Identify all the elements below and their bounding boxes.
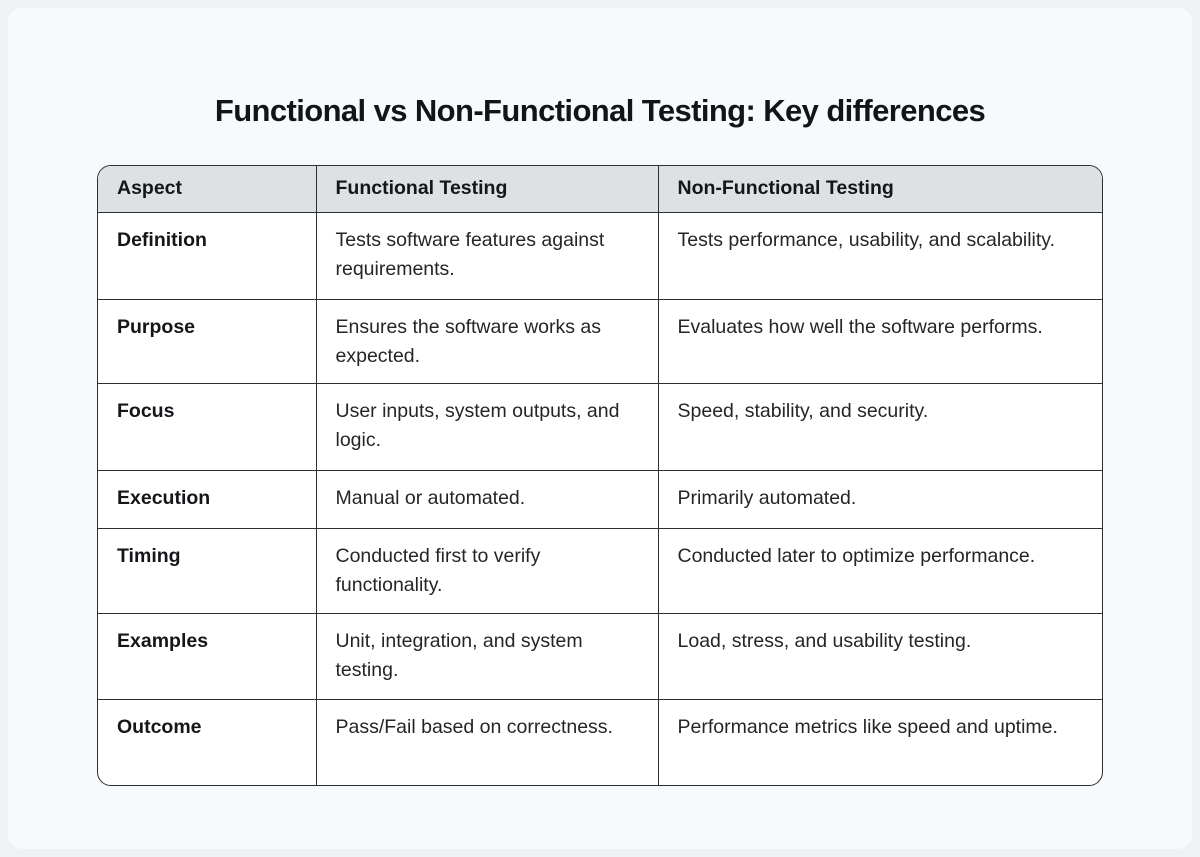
comparison-table: Aspect Functional Testing Non-Functional…	[97, 165, 1103, 786]
non-functional-value: Primarily automated.	[657, 469, 1102, 529]
aspect-label: Focus	[98, 382, 317, 471]
header-row: Aspect Functional Testing Non-Functional…	[98, 166, 1102, 213]
non-functional-value: Speed, stability, and security.	[657, 382, 1102, 471]
aspect-label: Execution	[98, 469, 317, 529]
non-functional-value: Conducted later to optimize performance.	[657, 527, 1102, 614]
header-cell-non-functional: Non-Functional Testing	[657, 166, 1102, 213]
non-functional-value: Load, stress, and usability testing.	[657, 612, 1102, 700]
aspect-label: Definition	[98, 211, 317, 300]
table-row-outcome: Outcome Pass/Fail based on correctness. …	[98, 698, 1102, 785]
table-row-execution: Execution Manual or automated. Primarily…	[98, 469, 1102, 529]
table-row-definition: Definition Tests software features again…	[98, 211, 1102, 300]
table-row-focus: Focus User inputs, system outputs, and l…	[98, 382, 1102, 471]
aspect-label: Timing	[98, 527, 317, 614]
page-title: Functional vs Non-Functional Testing: Ke…	[214, 92, 986, 128]
functional-value: Unit, integration, and system testing.	[315, 612, 659, 700]
header-cell-functional: Functional Testing	[315, 166, 659, 213]
functional-value: Conducted first to verify functionality.	[315, 527, 659, 614]
table-row-timing: Timing Conducted first to verify functio…	[98, 527, 1102, 614]
functional-value: Manual or automated.	[315, 469, 659, 529]
table-row-purpose: Purpose Ensures the software works as ex…	[98, 298, 1102, 384]
non-functional-value: Evaluates how well the software performs…	[657, 298, 1102, 384]
aspect-label: Examples	[98, 612, 317, 700]
non-functional-value: Performance metrics like speed and uptim…	[657, 698, 1102, 785]
table-row-examples: Examples Unit, integration, and system t…	[98, 612, 1102, 700]
aspect-label: Purpose	[98, 298, 317, 384]
functional-value: Pass/Fail based on correctness.	[315, 698, 659, 785]
non-functional-value: Tests performance, usability, and scalab…	[657, 211, 1102, 300]
functional-value: Ensures the software works as expected.	[315, 298, 659, 384]
functional-value: Tests software features against requirem…	[315, 211, 659, 300]
aspect-label: Outcome	[98, 698, 317, 785]
functional-value: User inputs, system outputs, and logic.	[315, 382, 659, 471]
header-cell-aspect: Aspect	[98, 166, 317, 213]
